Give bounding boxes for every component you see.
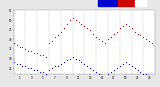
Point — [27, 68, 30, 69]
Point — [113, 69, 115, 71]
Bar — [118, 0, 136, 6]
Point — [71, 56, 74, 57]
Point — [89, 29, 92, 30]
Point — [15, 64, 18, 65]
Point — [45, 73, 47, 75]
Point — [21, 66, 24, 67]
Point — [24, 48, 27, 50]
Point — [110, 37, 112, 38]
Point — [48, 42, 50, 44]
Point — [98, 73, 100, 75]
Point — [133, 31, 136, 32]
Point — [77, 21, 80, 23]
Point — [12, 62, 15, 63]
Point — [42, 71, 44, 73]
Point — [104, 42, 106, 44]
Point — [139, 35, 142, 36]
Point — [80, 62, 83, 63]
Point — [89, 68, 92, 69]
Point — [104, 75, 106, 77]
Point — [83, 64, 86, 65]
Point — [95, 37, 97, 38]
Point — [130, 66, 133, 67]
Point — [57, 66, 59, 67]
Point — [77, 60, 80, 61]
Point — [80, 23, 83, 25]
Point — [45, 56, 47, 57]
Point — [54, 66, 56, 67]
Point — [139, 71, 142, 73]
Point — [36, 69, 39, 71]
Point — [51, 41, 53, 42]
Point — [98, 39, 100, 40]
Point — [33, 52, 36, 54]
Point — [65, 23, 68, 25]
Point — [68, 19, 71, 21]
Point — [62, 62, 65, 63]
Point — [127, 64, 130, 65]
Point — [151, 75, 154, 77]
Point — [30, 68, 33, 69]
Point — [92, 33, 95, 34]
Point — [39, 54, 41, 55]
Point — [30, 50, 33, 52]
Point — [21, 46, 24, 48]
Point — [74, 19, 77, 21]
Point — [151, 42, 154, 44]
Point — [116, 68, 118, 69]
Point — [121, 64, 124, 65]
Point — [130, 27, 133, 28]
Point — [57, 35, 59, 36]
Point — [33, 69, 36, 71]
Point — [113, 33, 115, 34]
Point — [101, 75, 103, 77]
Point — [60, 31, 62, 32]
Point — [12, 42, 15, 44]
Point — [42, 54, 44, 55]
Bar — [135, 0, 146, 6]
Point — [107, 39, 109, 40]
Point — [83, 25, 86, 27]
Point — [116, 31, 118, 32]
Point — [18, 46, 21, 48]
Point — [145, 39, 148, 40]
Point — [127, 25, 130, 27]
Point — [145, 73, 148, 75]
Point — [121, 25, 124, 27]
Point — [60, 64, 62, 65]
Point — [18, 64, 21, 65]
Point — [136, 33, 139, 34]
Point — [71, 17, 74, 19]
Point — [15, 44, 18, 46]
Point — [92, 69, 95, 71]
Point — [62, 27, 65, 28]
Point — [119, 66, 121, 67]
Point — [95, 71, 97, 73]
Point — [39, 71, 41, 73]
Point — [148, 75, 151, 77]
Point — [148, 41, 151, 42]
Point — [142, 37, 145, 38]
Point — [101, 41, 103, 42]
Point — [124, 23, 127, 25]
Point — [142, 73, 145, 75]
Point — [68, 58, 71, 59]
Point — [65, 60, 68, 61]
Point — [24, 66, 27, 67]
Point — [86, 27, 89, 28]
Point — [86, 66, 89, 67]
Bar — [98, 0, 117, 6]
Point — [110, 71, 112, 73]
Point — [74, 58, 77, 59]
Point — [133, 68, 136, 69]
Point — [48, 69, 50, 71]
Point — [51, 68, 53, 69]
Point — [107, 73, 109, 75]
Point — [27, 50, 30, 52]
Point — [36, 52, 39, 54]
Point — [54, 37, 56, 38]
Point — [124, 62, 127, 63]
Point — [119, 27, 121, 28]
Point — [136, 69, 139, 71]
